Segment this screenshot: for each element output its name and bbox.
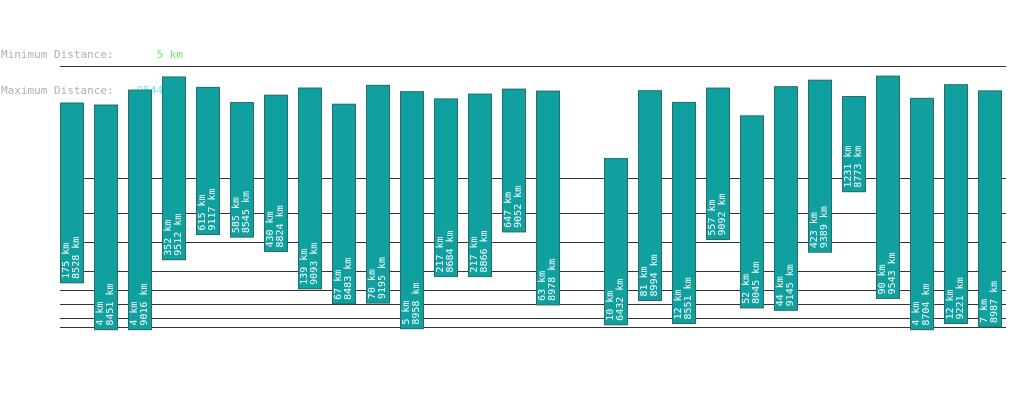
bar-max-label: 9016 km — [139, 284, 150, 326]
bar-min-label: 4 km — [129, 302, 140, 326]
bar-max-label: 9145 km — [785, 264, 796, 306]
distance-bar — [774, 86, 798, 311]
bar-max-label: 9543 km — [887, 252, 898, 294]
bar-min-label: 1231 km — [843, 146, 854, 188]
bar-max-label: 9093 km — [309, 243, 320, 285]
distance-bar — [468, 93, 492, 278]
bar-min-label: 52 km — [741, 274, 752, 304]
bar-min-label: 430 km — [265, 211, 276, 247]
distance-bar — [910, 97, 934, 331]
distance-bar — [400, 91, 424, 330]
bar-min-label: 615 km — [197, 194, 208, 230]
distance-bar — [604, 158, 628, 326]
bar-max-label: 8987 km — [989, 281, 1000, 323]
bar-max-label: 8958 km — [411, 283, 422, 325]
bar-min-label: 4 km — [911, 302, 922, 326]
distance-bar — [230, 102, 254, 238]
distance-bar — [978, 90, 1002, 328]
bar-min-label: 70 km — [367, 269, 378, 299]
bar-min-label: 12 km — [673, 289, 684, 319]
bar-min-label: 7 km — [979, 299, 990, 323]
distance-bar — [842, 96, 866, 193]
distance-bar — [808, 79, 832, 253]
bar-min-label: 175 km — [61, 243, 72, 279]
minimum-distance-label: Minimum Distance: — [1, 48, 114, 61]
bar-min-label: 557 km — [707, 199, 718, 235]
bar-min-label: 5 km — [401, 301, 412, 325]
bar-min-label: 4 km — [95, 302, 106, 326]
bar-min-label: 10 km — [605, 291, 616, 321]
distance-bar — [706, 87, 730, 241]
bar-max-label: 9092 km — [717, 193, 728, 235]
bar-min-label: 217 km — [469, 236, 480, 272]
minimum-distance-row: Minimum Distance: 5 km — [1, 49, 183, 61]
bar-max-label: 8451 km — [105, 284, 116, 326]
bar-max-label: 9512 km — [173, 214, 184, 256]
distance-bar — [366, 84, 390, 304]
bar-max-label: 8551 km — [683, 277, 694, 319]
distance-bar — [332, 103, 356, 305]
maximum-distance-label: Maximum Distance: — [1, 84, 114, 97]
distance-bar — [434, 98, 458, 278]
bar-max-label: 8824 km — [275, 205, 286, 247]
distance-bar — [264, 94, 288, 253]
distance-bar — [876, 75, 900, 299]
distance-bar — [502, 88, 526, 233]
bar-min-label: 63 km — [537, 271, 548, 301]
distance-bar — [94, 104, 118, 331]
bar-max-label: 8994 km — [649, 254, 660, 296]
distance-bar — [196, 86, 220, 236]
bar-max-label: 8866 km — [479, 230, 490, 272]
bar-max-label: 8045 km — [751, 262, 762, 304]
distance-bar — [740, 115, 764, 309]
bar-max-label: 9221 km — [955, 277, 966, 319]
bar-min-label: 139 km — [299, 249, 310, 285]
bar-max-label: 8773 km — [853, 146, 864, 188]
bar-max-label: 8684 km — [445, 230, 456, 272]
distance-bar — [536, 90, 560, 306]
bar-max-label: 9052 km — [513, 186, 524, 228]
bar-min-label: 647 km — [503, 192, 514, 228]
bar-min-label: 67 km — [333, 270, 344, 300]
bar-max-label: 8545 km — [241, 191, 252, 233]
bar-min-label: 44 km — [775, 276, 786, 306]
bar-max-label: 9117 km — [207, 188, 218, 230]
distance-bar — [128, 89, 152, 331]
bar-min-label: 352 km — [163, 220, 174, 256]
bar-min-label: 12 km — [945, 289, 956, 319]
distance-bar — [162, 76, 186, 261]
bar-min-label: 585 km — [231, 197, 242, 233]
bar-max-label: 8978 km — [547, 259, 558, 301]
distance-bar — [60, 102, 84, 284]
bar-max-label: 8704 km — [921, 284, 932, 326]
bar-max-label: 6432 km — [615, 279, 626, 321]
bar-min-label: 81 km — [639, 266, 650, 296]
distance-bar — [638, 90, 662, 301]
bar-min-label: 90 km — [877, 264, 888, 294]
distance-bar — [944, 84, 968, 325]
bar-min-label: 423 km — [809, 212, 820, 248]
bar-max-label: 9389 km — [819, 206, 830, 248]
bar-max-label: 8528 km — [71, 237, 82, 279]
distance-bar — [672, 101, 696, 325]
bar-max-label: 9195 km — [377, 257, 388, 299]
bar-max-label: 8483 km — [343, 258, 354, 300]
minimum-distance-value: 5 km — [156, 48, 184, 61]
distance-bar — [298, 87, 322, 290]
bar-min-label: 217 km — [435, 236, 446, 272]
